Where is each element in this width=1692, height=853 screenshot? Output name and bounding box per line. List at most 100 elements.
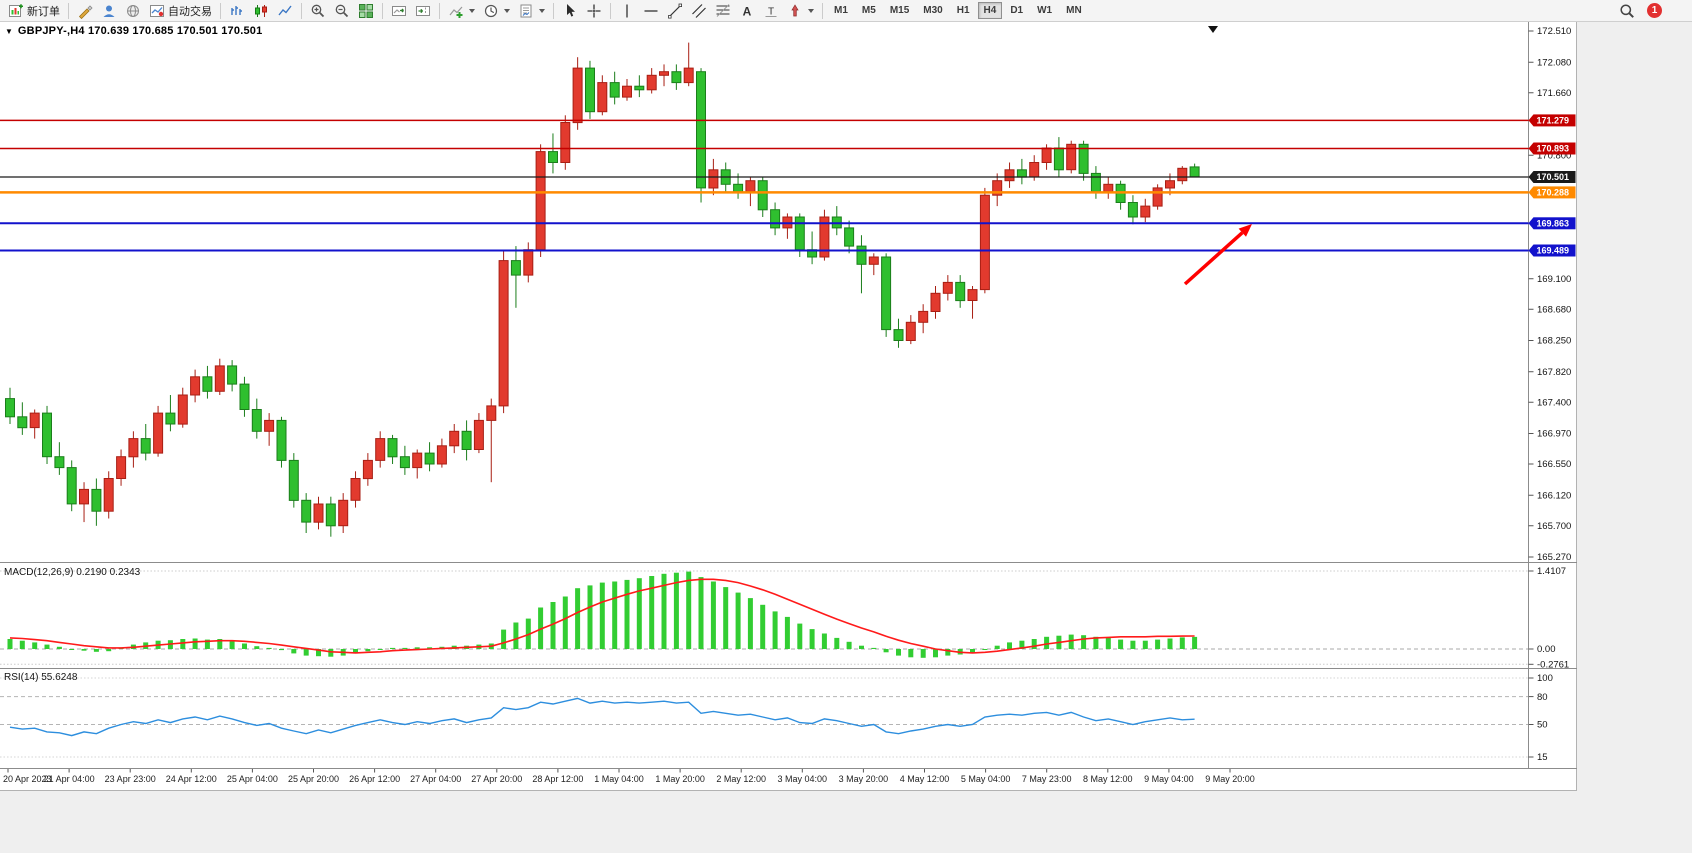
- candle-body: [461, 430, 472, 450]
- macd-histogram-bar: [587, 585, 593, 649]
- macd-histogram-bar: [599, 582, 605, 649]
- candle-body: [399, 456, 410, 469]
- macd-histogram-bar: [747, 598, 753, 649]
- line-chart-button[interactable]: [273, 1, 297, 21]
- macd-histogram-bar: [402, 647, 408, 649]
- candle-body: [264, 419, 275, 432]
- indicators-button[interactable]: [444, 1, 479, 21]
- text-button[interactable]: A: [735, 1, 759, 21]
- new-order-button[interactable]: 新订单: [4, 1, 64, 21]
- tile-windows-button[interactable]: [354, 1, 378, 21]
- macd-histogram-bar: [1007, 642, 1012, 649]
- macd-histogram-bar: [784, 616, 790, 649]
- profile-icon: [101, 3, 117, 19]
- pane-separators[interactable]: [0, 22, 1577, 769]
- zoom-in-button[interactable]: [306, 1, 330, 21]
- candle-body: [239, 383, 250, 411]
- candle-body: [1127, 202, 1138, 218]
- timeframe-m5-button[interactable]: M5: [861, 5, 876, 16]
- bar-chart-button[interactable]: [225, 1, 249, 21]
- notification-badge[interactable]: 1: [1647, 3, 1662, 18]
- channel-button[interactable]: [687, 1, 711, 21]
- candle-body: [1029, 162, 1040, 178]
- cursor-button[interactable]: [558, 1, 582, 21]
- label-icon: T: [763, 3, 779, 19]
- candle-body: [1078, 143, 1089, 174]
- candle-body: [597, 82, 608, 113]
- crosshair-icon: [586, 3, 602, 19]
- annotation-arrow[interactable]: [1183, 224, 1252, 286]
- candle-chart-button[interactable]: [249, 1, 273, 21]
- candle-body: [165, 412, 176, 425]
- autotrading-button[interactable]: 自动交易: [145, 1, 216, 21]
- dropdown-caret-icon: [539, 8, 545, 13]
- svg-text:9 May 04:00: 9 May 04:00: [1144, 774, 1194, 784]
- market-watch-button[interactable]: [121, 1, 145, 21]
- rsi-pane: 100 80 50 15: [0, 673, 1553, 763]
- timeframe-m15-button[interactable]: M15: [889, 5, 910, 16]
- trendline-button[interactable]: [663, 1, 687, 21]
- candle-body: [1152, 187, 1163, 207]
- macd-histogram-bar: [994, 645, 1000, 649]
- candle-body: [510, 260, 521, 276]
- macd-histogram-bar: [945, 649, 951, 656]
- toolbar-separator: [439, 2, 440, 19]
- candle-body: [1165, 180, 1175, 189]
- profile-button[interactable]: [97, 1, 121, 21]
- timeframe-m30-button[interactable]: M30: [923, 5, 943, 16]
- shapes-icon: [787, 3, 803, 19]
- candle-body: [585, 67, 595, 113]
- chart-menu-triangle-icon[interactable]: ▼: [5, 26, 13, 36]
- channel-icon: [691, 3, 707, 19]
- macd-histogram-bar: [883, 649, 889, 653]
- horizontal-line-button[interactable]: [639, 1, 663, 21]
- timeframe-w1-button[interactable]: W1: [1037, 5, 1053, 16]
- candle-body: [412, 452, 423, 469]
- macd-histogram-bar: [303, 649, 309, 656]
- quotes-button[interactable]: [73, 1, 97, 21]
- candle-body: [177, 394, 188, 425]
- periods-button[interactable]: [479, 1, 514, 21]
- macd-histogram-bar: [81, 649, 87, 651]
- dropdown-caret-icon: [504, 8, 510, 13]
- candle-body: [103, 478, 114, 512]
- chart-shift-button[interactable]: [411, 1, 435, 21]
- svg-text:167.820: 167.820: [1537, 367, 1571, 378]
- candle-body: [905, 321, 916, 341]
- candle-body: [42, 412, 52, 458]
- chart-canvas[interactable]: 172.510 172.080 171.660 170.800 169.100 168.6…: [0, 22, 1577, 791]
- timeframe-m1-button[interactable]: M1: [834, 5, 848, 16]
- macd-histogram-bar: [772, 611, 778, 649]
- horizontal-lines[interactable]: [0, 119, 1529, 252]
- timeframe-mn-button[interactable]: MN: [1066, 5, 1082, 16]
- timeframe-d1-button[interactable]: D1: [1010, 5, 1024, 16]
- price-axis[interactable]: 172.510 172.080 171.660 170.800 169.100 168.6…: [1528, 26, 1572, 563]
- chart-shift-marker[interactable]: [1208, 26, 1218, 33]
- candle-body: [868, 256, 879, 265]
- timeframe-h4-button[interactable]: H4: [977, 2, 1003, 19]
- auto-scroll-button[interactable]: [387, 1, 411, 21]
- shapes-button[interactable]: [783, 1, 818, 21]
- autotrading-button-label: 自动交易: [168, 5, 212, 18]
- zoom-out-button[interactable]: [330, 1, 354, 21]
- fibonacci-button[interactable]: [711, 1, 735, 21]
- candle-body: [362, 459, 373, 480]
- macd-histogram-bar: [636, 578, 642, 649]
- macd-histogram-bar: [1093, 636, 1099, 649]
- macd-histogram-bar: [32, 642, 38, 649]
- search-icon[interactable]: [1619, 3, 1635, 19]
- templates-button[interactable]: [514, 1, 549, 21]
- candle-body: [214, 365, 225, 392]
- toolbar-separator: [220, 2, 221, 19]
- candle-body: [1177, 167, 1188, 182]
- label-button[interactable]: T: [759, 1, 783, 21]
- vertical-line-button[interactable]: [615, 1, 639, 21]
- candle-body: [659, 71, 669, 76]
- timeframe-h1-button[interactable]: H1: [956, 5, 970, 16]
- svg-text:15: 15: [1537, 752, 1548, 763]
- crosshair-button[interactable]: [582, 1, 606, 21]
- vline-icon: [619, 3, 635, 19]
- candle-body: [572, 67, 583, 124]
